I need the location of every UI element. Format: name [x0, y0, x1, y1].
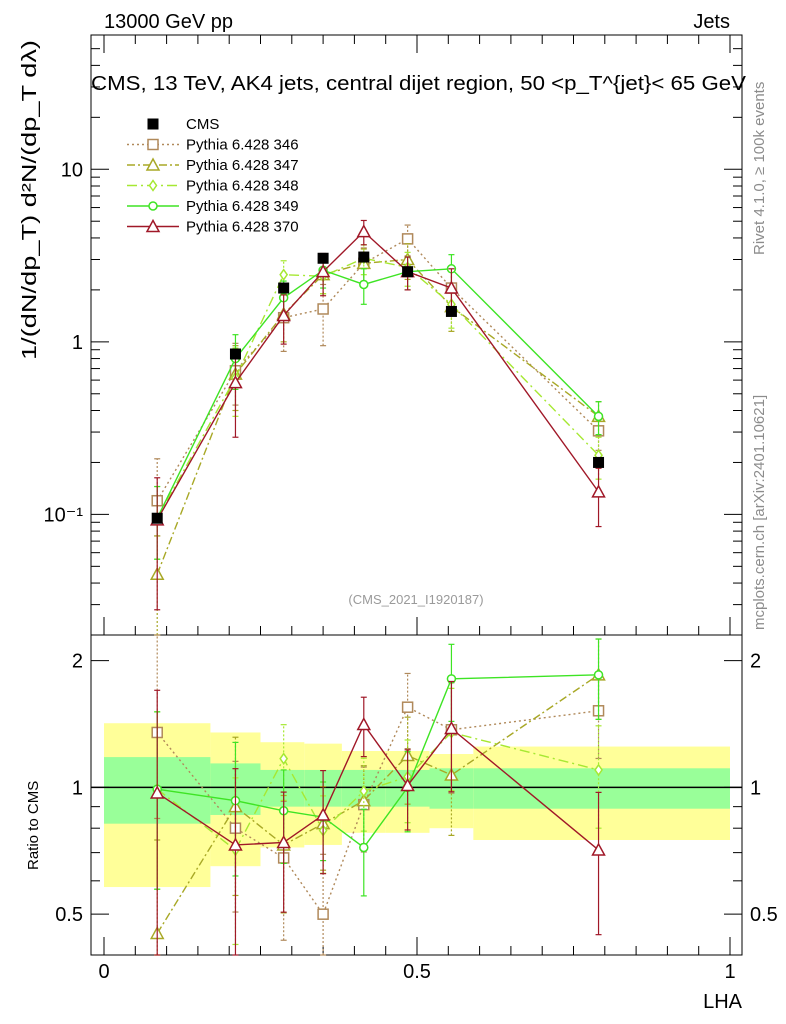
cms-data-point: [402, 266, 414, 278]
series-ratio-line: [156, 723, 599, 851]
cms-data-point: [317, 252, 329, 264]
series-ratio-point: [594, 763, 603, 777]
legend-marker: [148, 201, 158, 211]
legend-marker: [147, 118, 159, 130]
legend-entry: Pythia 6.428 348: [127, 178, 299, 195]
series-line: [156, 268, 600, 519]
legend-entry: Pythia 6.428 370: [127, 219, 299, 236]
series-point: [593, 411, 604, 422]
series-point: [317, 303, 329, 315]
cms-data-points: [151, 251, 605, 524]
series-2-main: [149, 243, 606, 636]
legend-label: CMS: [186, 116, 219, 133]
header-jets-label: Jets: [693, 11, 730, 33]
header-energy-label: 13000 GeV pp: [104, 11, 233, 33]
series-4-main: [152, 254, 604, 560]
series-ratio-point: [228, 837, 243, 851]
legend-entry: Pythia 6.428 346: [127, 137, 299, 154]
series-ratio-point: [400, 777, 415, 792]
series-line: [156, 238, 600, 502]
ratio-tick-label-right: 1: [750, 777, 761, 799]
x-axis-label: LHA: [703, 991, 743, 1013]
ratio-uncertainty-bands: [104, 723, 730, 888]
series-point: [359, 279, 369, 290]
cms-data-point: [229, 348, 241, 360]
cms-data-point: [151, 512, 163, 524]
ratio-tick-label-right: 0.5: [750, 904, 778, 926]
series-ratio-point: [359, 784, 369, 798]
series-ratio-point: [317, 908, 329, 920]
legend-label: Pythia 6.428 347: [186, 157, 299, 174]
cms-data-point: [358, 251, 370, 263]
series-point: [401, 233, 414, 245]
series-ratio-line: [156, 674, 599, 934]
ratio-tick-label-left: 2: [72, 651, 83, 673]
series-1-main: [151, 224, 605, 537]
series-ratio-point: [444, 720, 459, 735]
series-3-main: [152, 244, 603, 560]
series-point: [591, 484, 606, 498]
y-tick-label: 1: [72, 332, 83, 354]
rivet-version-label: Rivet 4.1.0, ≥ 100k events: [751, 82, 768, 255]
legend-label: Pythia 6.428 370: [186, 219, 299, 236]
legend-marker: [145, 157, 161, 171]
ratio-y-axis-label: Ratio to CMS: [25, 781, 42, 870]
chart-title: CMS, 13 TeV, AK4 jets, central dijet reg…: [91, 73, 747, 95]
series-ratio-line: [157, 674, 599, 849]
legend-label: Pythia 6.428 346: [186, 137, 299, 154]
legend-entry: CMS: [147, 116, 219, 133]
legend-marker: [147, 138, 159, 151]
series-ratio-point: [401, 701, 414, 713]
series-point: [279, 268, 289, 281]
series-point: [444, 280, 459, 294]
series-ratio-point: [359, 842, 369, 853]
series-point: [276, 307, 291, 322]
legend-label: Pythia 6.428 349: [186, 198, 299, 215]
axis-ticks: 10⁻¹ 1 10 0.5 0.5 1 1 2 2 0 0.5 1: [44, 34, 778, 983]
ratio-band-inner: [473, 768, 730, 809]
series-ratio-point: [315, 807, 331, 821]
cms-data-point: [445, 305, 457, 317]
y-tick-label: 10⁻¹: [44, 504, 84, 526]
legend: CMS Pythia 6.428 346 Pythia 6.428 347 Pythi…: [127, 116, 299, 236]
series-point: [315, 264, 331, 278]
y-tick-label: 10: [61, 159, 83, 181]
series-line: [156, 257, 600, 519]
series-ratio-point: [593, 670, 604, 680]
series-ratio-point: [279, 752, 289, 765]
series-ratio-point: [356, 716, 372, 731]
series-ratio-point: [591, 842, 606, 856]
y-axis-label: 1/(dN/dp_T) d²N/(dp_T dλ): [19, 40, 41, 360]
ratio-tick-label-left: 0.5: [55, 904, 83, 926]
legend-marker: [145, 218, 161, 233]
series-point: [228, 375, 243, 389]
series-line: [156, 230, 600, 521]
series-ratio-point: [149, 785, 165, 799]
series-5-ratio: [149, 680, 606, 956]
series-point: [356, 224, 372, 238]
x-tick-label: 0.5: [403, 961, 431, 983]
series-ratio-point: [276, 834, 291, 849]
series-5-main: [149, 219, 606, 611]
series-line: [156, 258, 599, 575]
ratio-tick-label-right: 2: [750, 651, 761, 673]
cms-data-point: [593, 456, 605, 468]
legend-label: Pythia 6.428 348: [186, 178, 299, 195]
x-tick-label: 1: [724, 961, 735, 983]
ratio-tick-label-left: 1: [72, 777, 83, 799]
x-tick-label: 0: [98, 961, 109, 983]
main-plot-series: [149, 219, 606, 636]
legend-entry: Pythia 6.428 347: [127, 157, 299, 174]
analysis-watermark: (CMS_2021_I1920187): [348, 592, 483, 607]
cms-data-point: [278, 282, 290, 294]
legend-entry: Pythia 6.428 349: [127, 198, 299, 215]
mcplots-source-label: mcplots.cern.ch [arXiv:2401.10621]: [751, 395, 768, 630]
legend-marker: [148, 179, 158, 192]
ratio-plot-series: [149, 634, 606, 956]
